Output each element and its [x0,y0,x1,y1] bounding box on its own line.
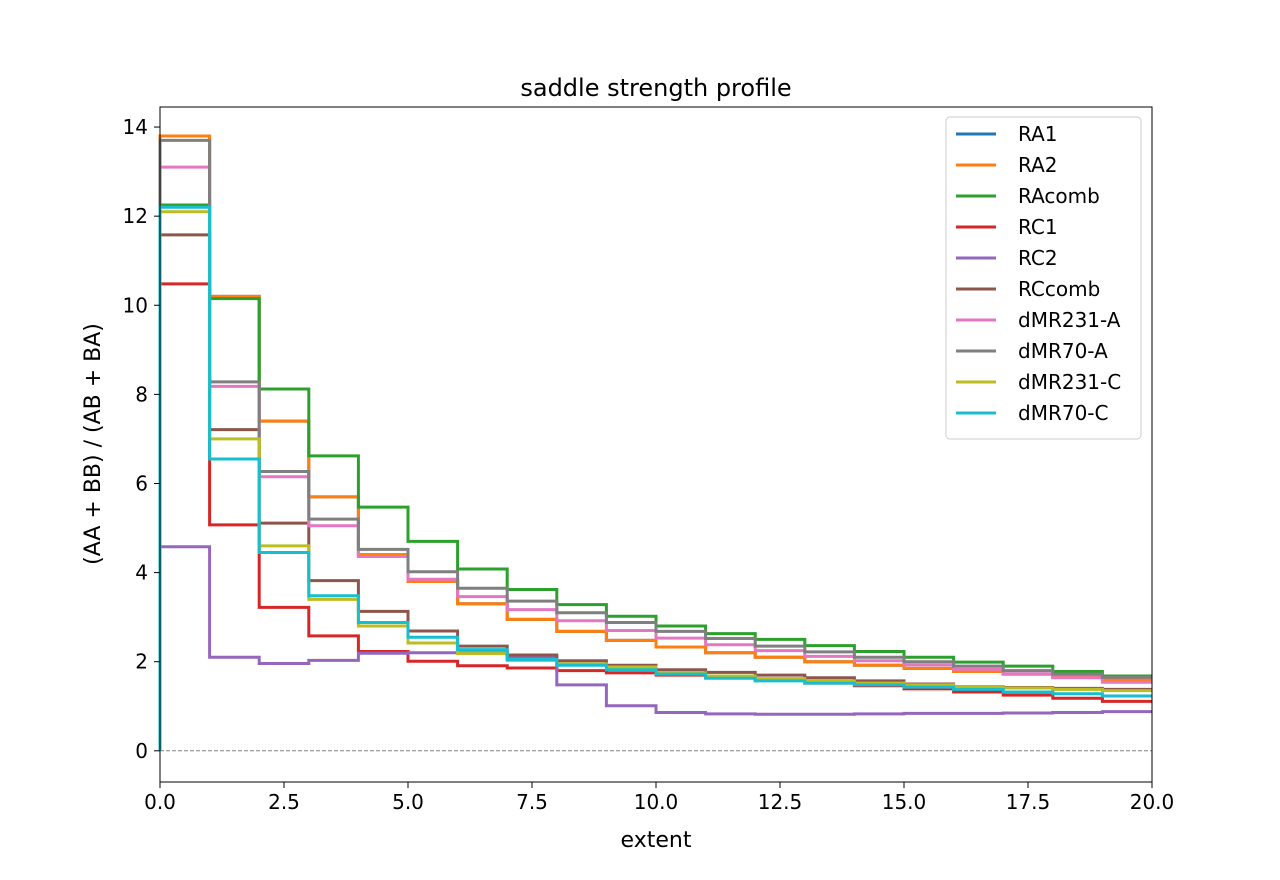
y-tick-label: 14 [123,115,148,139]
x-tick-label: 5.0 [392,790,424,814]
legend: RA1 RA2 RAcomb RC1 RC2 RCcomb dMR231-A dMR70-A d… [945,116,1142,440]
x-tick-label: 0.0 [144,790,176,814]
legend-label: RC1 [1018,215,1058,239]
legend-label: dMR231-A [1018,308,1121,332]
series-line-rc2 [158,545,1152,751]
legend-label: RA1 [1018,122,1058,146]
x-tick-label: 12.5 [758,790,803,814]
legend-label: RAcomb [1018,184,1100,208]
series-line-dmr70-a [158,138,1152,751]
legend-label: RC2 [1018,246,1058,270]
legend-label: RCcomb [1018,277,1100,301]
series-line-racomb [158,203,1152,751]
y-tick-label: 8 [135,382,148,406]
x-tick-label: 10.0 [634,790,679,814]
x-tick-label: 20.0 [1130,790,1175,814]
y-tick-label: 12 [123,204,148,228]
series-line-dmr70-c [158,205,1152,751]
x-tick-label: 7.5 [516,790,548,814]
chart-title: saddle strength profile [520,74,791,102]
x-tick-label: 2.5 [268,790,300,814]
series-layer [158,134,1152,751]
x-axis-label: extent [621,828,692,853]
x-axis: 0.0 2.5 5.0 7.5 10.0 12.5 15.0 17.5 20.0 [144,782,1174,814]
legend-label: RA2 [1018,153,1058,177]
legend-label: dMR70-A [1018,339,1108,363]
x-tick-label: 17.5 [1006,790,1051,814]
y-axis: 0 2 4 6 8 10 12 14 [123,115,160,763]
y-tick-label: 2 [135,650,148,674]
legend-label: dMR70-C [1018,401,1108,425]
y-tick-label: 0 [135,739,148,763]
legend-label: dMR231-C [1018,370,1121,394]
y-axis-label: (AA + BB) / (AB + BA) [81,323,106,565]
x-tick-label: 15.0 [882,790,927,814]
y-tick-label: 6 [135,471,148,495]
y-tick-label: 4 [135,561,148,585]
y-tick-label: 10 [123,293,148,317]
